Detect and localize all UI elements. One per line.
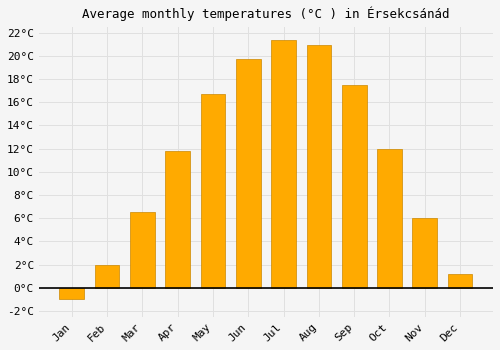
Bar — [94, 265, 120, 288]
Bar — [130, 212, 155, 288]
Bar — [377, 149, 402, 288]
Bar — [60, 288, 84, 299]
Bar — [236, 59, 260, 288]
Bar — [200, 94, 226, 288]
Bar — [166, 151, 190, 288]
Bar — [412, 218, 437, 288]
Bar — [271, 40, 296, 288]
Title: Average monthly temperatures (°C ) in Érsekcsánád: Average monthly temperatures (°C ) in Ér… — [82, 7, 450, 21]
Bar — [448, 274, 472, 288]
Bar — [342, 85, 366, 288]
Bar — [306, 46, 331, 288]
